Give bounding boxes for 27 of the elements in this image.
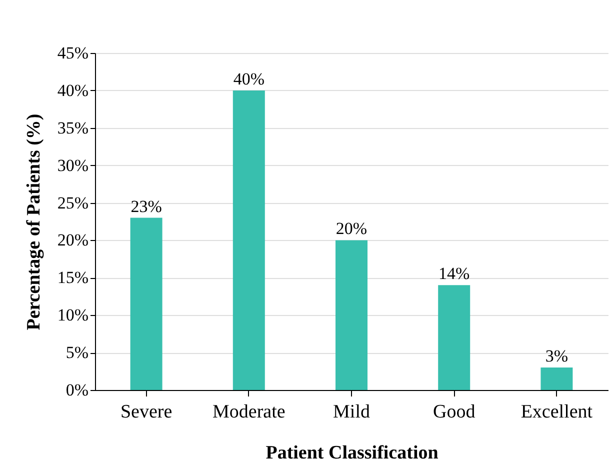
- data-label: 20%: [336, 219, 368, 238]
- y-tick-label: 35%: [57, 118, 88, 138]
- bar: [130, 218, 162, 390]
- y-tick-label: 45%: [57, 44, 88, 62]
- x-axis-title: Patient Classification: [266, 442, 439, 461]
- data-label: 23%: [130, 196, 162, 216]
- x-tick-label: Excellent: [520, 402, 594, 422]
- bar: [232, 90, 265, 390]
- y-tick-label: 10%: [57, 306, 88, 325]
- data-label: 14%: [438, 264, 470, 284]
- y-tick-label: 5%: [66, 343, 88, 362]
- y-tick-label: 20%: [57, 230, 88, 250]
- x-tick-label: Moderate: [212, 402, 286, 422]
- data-label: 3%: [545, 346, 568, 366]
- x-tick-label: Mild: [333, 402, 370, 422]
- y-tick-label: 30%: [57, 156, 88, 175]
- x-tick-label: Good: [432, 402, 476, 422]
- data-label: 40%: [233, 69, 264, 88]
- y-tick-label: 25%: [57, 193, 88, 212]
- bar: [438, 285, 470, 390]
- y-tick-label: 15%: [57, 268, 88, 288]
- x-tick-label: Severe: [120, 402, 172, 422]
- y-tick-label: 0%: [66, 380, 88, 400]
- y-axis-title: Percentage of Patients (%): [23, 114, 44, 330]
- y-tick-label: 40%: [57, 80, 88, 100]
- bar: [336, 240, 368, 390]
- bar: [540, 368, 573, 390]
